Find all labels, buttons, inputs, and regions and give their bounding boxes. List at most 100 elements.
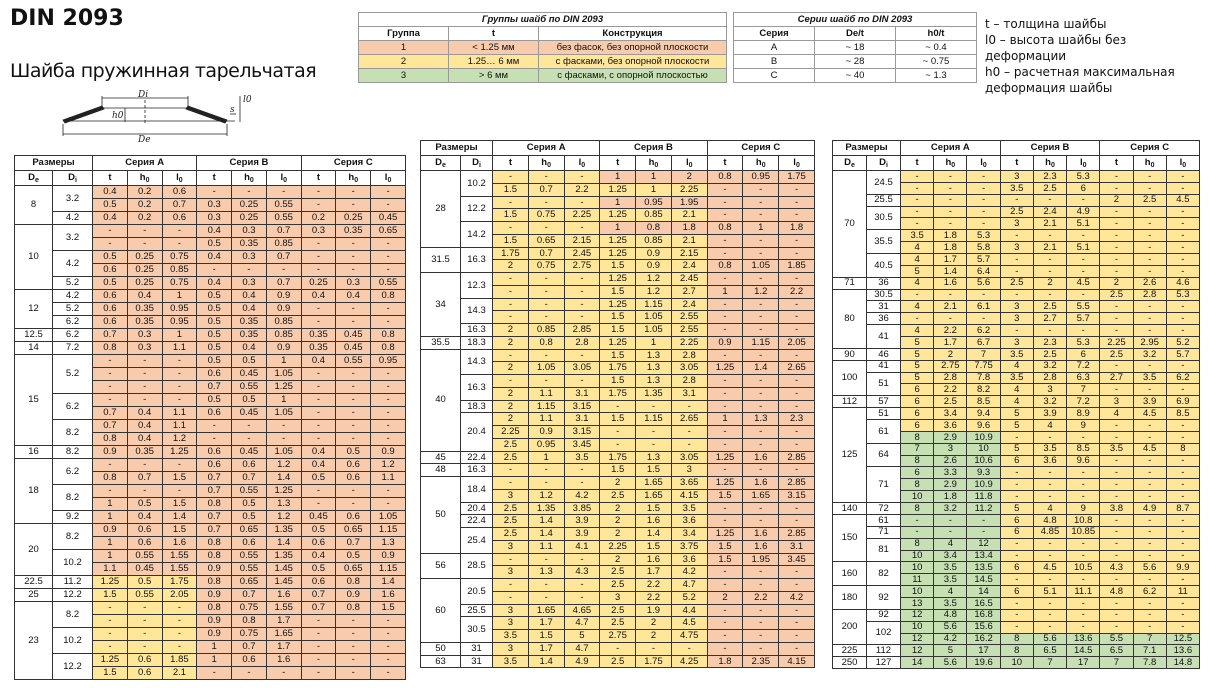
value-cell: - — [999, 193, 1034, 207]
table-row: 50 18.4- - -2 1.65 3.65 1.25 1.6 2.85 — [420, 476, 815, 554]
table-row: - - -3 2.1 5.1- - - — [833, 217, 1201, 231]
value-cell: 1.8 — [706, 654, 744, 669]
value-cell: 4 — [1032, 419, 1068, 432]
value-cell: 9.6 — [966, 419, 1001, 432]
value-cell: 2.25 — [1099, 336, 1134, 349]
inner-diameter-cell: 51 — [865, 371, 902, 397]
value-cell: 2 — [933, 347, 968, 361]
value-cell: - — [492, 476, 529, 490]
value-cell: - — [1099, 419, 1134, 432]
value-cell: 0.5 — [231, 393, 267, 407]
column-header: l0 — [370, 170, 406, 186]
value-cell: 3 — [492, 539, 529, 554]
value-cell: 1.8 — [670, 221, 708, 235]
table-row: 9.2 1 0.4 1.4 0.7 0.5 1.2 0.45 0.6 1.05 — [15, 510, 406, 524]
value-cell: 1.3 — [635, 450, 672, 465]
value-cell: 1.15 — [635, 412, 672, 426]
value-cell: 1.5 — [635, 501, 672, 516]
value-cell: - — [1032, 229, 1068, 243]
value-cell: - — [1032, 537, 1068, 551]
value-cell: 2 — [599, 501, 637, 516]
value-cell: - — [1165, 525, 1201, 539]
value-cell: 1.55 — [161, 549, 198, 563]
value-cell: - — [999, 620, 1034, 634]
value-cell: - — [966, 288, 1001, 302]
column-header: l0 — [966, 155, 1001, 171]
value-cell: 15.6 — [966, 620, 1001, 634]
value-cell: 2.45 — [563, 246, 601, 261]
column-subscript: 0 — [795, 161, 800, 169]
table-row: 63 31 3.5 1.4 4.9 2.5 1.75 4.25 1.8 2.35 4.15 — [420, 654, 815, 669]
value-cell: 2.8 — [563, 335, 601, 350]
value-cell: 8.7 — [1165, 502, 1201, 515]
value-cell: 0.9 — [335, 588, 372, 602]
inner-diameter-cell: 127 — [865, 656, 902, 670]
value-cell: - — [1165, 549, 1201, 563]
value-cell: 1.65 — [527, 603, 565, 618]
inner-diameter-cell: 51 — [865, 407, 902, 421]
inner-diameter-cell: 14.3 — [459, 348, 494, 375]
value-cell: - — [527, 590, 565, 605]
value-cell: 0.55 — [265, 211, 302, 225]
value-cell: 0.5 — [196, 393, 233, 407]
value-cell: - — [706, 208, 744, 222]
value-cell: 1.5 — [599, 412, 637, 426]
value-cell: 1.1 — [370, 471, 406, 485]
value-cell: 1.7 — [933, 253, 968, 266]
table-row: 14 7.2 0.8 0.3 1.1 0.5 0.4 0.9 0.35 0.45 0.8 — [14, 341, 406, 355]
outer-diameter-cell: 160 — [832, 561, 867, 587]
value-cell: - — [563, 348, 601, 363]
value-cell: 0.4 — [231, 302, 267, 316]
value-cell: - — [196, 432, 233, 446]
value-cell: - — [999, 608, 1034, 622]
value-cell: 5.6 — [933, 620, 968, 634]
table-row: 56 28.5- - -2 1.6 3.6 1.5 1.95 3.45 — [420, 552, 815, 579]
value-cell: 1.4 — [265, 536, 302, 550]
value-cell: 0.75 — [231, 601, 267, 615]
value-cell: 8.5 — [966, 395, 1001, 409]
inner-diameter-cell: 92 — [865, 608, 902, 622]
value-cell: - — [1099, 478, 1134, 492]
table-row: 16.3- - -1.5 1.3 2.8- - - — [421, 374, 815, 401]
value-cell: 5.6 — [966, 276, 1001, 290]
value-cell: 3.45 — [563, 437, 601, 452]
table-row: 71- - -6 4.85 10.85- - - — [833, 525, 1201, 539]
table-row: 61 6 3.6 9.6 5 4 9- - - — [833, 419, 1201, 444]
value-cell: - — [1032, 573, 1068, 587]
value-cell: - — [1165, 466, 1201, 480]
legend-line: l0 – высота шайбы без деформации — [985, 33, 1127, 63]
value-cell: 1.5 — [599, 284, 637, 299]
outer-diameter-cell: 10 — [14, 224, 53, 290]
value-cell: 0.75 — [527, 208, 565, 222]
table-row: 25.5- - - - - -2 2.5 4.5 — [833, 193, 1201, 207]
value-cell: 1.4 — [527, 654, 565, 669]
value-cell: 0.5 — [92, 198, 128, 212]
inner-diameter-cell: 20.5 — [459, 578, 494, 605]
value-cell: 1.5 — [599, 348, 637, 363]
value-cell: 0.95 — [527, 437, 565, 452]
value-cell: - — [635, 437, 672, 452]
value-cell: - — [1032, 596, 1068, 610]
value-cell: 4.25 — [670, 654, 708, 669]
column-header: l0 — [1066, 155, 1101, 171]
table-row: 10.2- - -0.9 0.75 1.65- - - — [15, 627, 406, 654]
table-row: 200 92 12 4.8 16.8- - - - - - — [832, 608, 1201, 646]
value-cell: 8.5 — [1066, 442, 1101, 456]
groups-cell: 1 — [358, 40, 449, 55]
outer-diameter-cell: 56 — [420, 552, 461, 579]
value-cell: 0.25 — [231, 211, 267, 225]
value-cell: 6 — [999, 513, 1034, 527]
series-cell: B — [733, 54, 815, 69]
value-cell: 2.5 — [1032, 181, 1068, 195]
value-cell: 2.6 — [1132, 276, 1167, 290]
value-cell: - — [1032, 288, 1068, 302]
outer-diameter-cell: 60 — [420, 578, 461, 643]
value-cell: 2.5 — [492, 450, 529, 465]
value-cell: - — [1132, 217, 1167, 231]
value-cell: - — [635, 399, 672, 414]
outer-diameter-cell: 14 — [14, 341, 53, 355]
value-cell: 4.5 — [1132, 442, 1167, 456]
inner-diameter-cell: 92 — [865, 585, 902, 610]
value-cell: - — [999, 573, 1034, 587]
value-cell: - — [1165, 170, 1201, 183]
